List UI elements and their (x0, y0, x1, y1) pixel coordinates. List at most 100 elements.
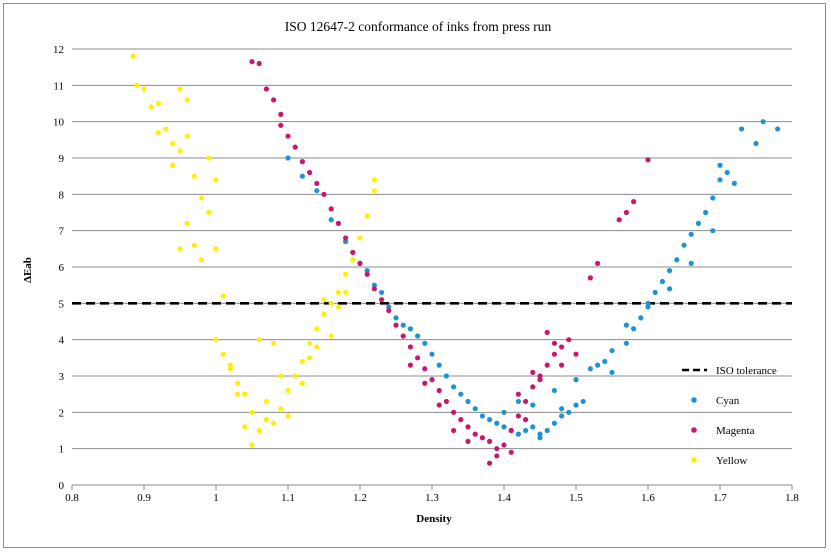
data-point-magenta (292, 144, 298, 150)
data-point-magenta (314, 180, 320, 187)
data-point-yellow (328, 300, 334, 306)
legend-label-iso-tolerance: ISO tolerance (716, 365, 777, 377)
data-point-magenta (335, 220, 341, 226)
y-tick-label: 4 (59, 335, 65, 347)
data-point-cyan (559, 406, 565, 412)
y-tick-label: 7 (59, 226, 65, 238)
data-point-yellow (350, 257, 356, 263)
data-point-cyan (667, 268, 673, 274)
data-point-magenta (364, 271, 370, 277)
data-point-cyan (717, 162, 723, 168)
data-point-cyan (710, 195, 716, 201)
data-point-cyan (443, 373, 449, 379)
data-point-cyan (343, 238, 349, 245)
y-tick-label: 6 (59, 262, 65, 274)
y-tick-label: 8 (59, 189, 65, 201)
data-point-magenta (494, 453, 500, 459)
data-point-cyan (573, 377, 579, 383)
data-point-cyan (400, 322, 406, 328)
data-point-yellow (307, 340, 313, 346)
data-point-magenta (587, 275, 594, 281)
data-point-yellow (263, 398, 269, 405)
data-point-cyan (602, 358, 608, 365)
legend-swatch-yellow (691, 457, 697, 463)
data-point-magenta (422, 380, 428, 386)
series-yellow (130, 53, 377, 448)
data-point-cyan (631, 326, 637, 332)
x-axis-label: Density (416, 513, 452, 525)
data-point-magenta (436, 402, 442, 408)
x-tick-label: 0.8 (65, 492, 79, 504)
data-point-cyan (623, 322, 630, 328)
data-point-magenta (551, 340, 558, 346)
data-point-yellow (321, 311, 327, 317)
data-point-cyan (551, 387, 558, 394)
chart-frame (3, 3, 826, 548)
data-point-cyan (364, 268, 370, 274)
data-point-yellow (184, 133, 190, 139)
data-point-magenta (523, 398, 529, 405)
data-point-magenta (415, 355, 421, 361)
data-point-yellow (177, 246, 183, 252)
data-point-yellow (177, 86, 183, 92)
data-point-magenta (249, 59, 255, 65)
x-tick-label: 1.2 (353, 492, 367, 504)
y-tick-label: 2 (59, 407, 65, 419)
data-point-cyan (479, 413, 485, 419)
data-point-yellow (191, 173, 197, 179)
data-point-yellow (364, 213, 370, 219)
data-point-yellow (307, 355, 313, 361)
data-point-magenta (487, 438, 493, 444)
data-point-yellow (242, 424, 248, 430)
data-point-magenta (494, 446, 500, 452)
data-point-cyan (429, 351, 435, 357)
data-point-yellow (235, 391, 241, 397)
y-tick-label: 3 (59, 371, 65, 383)
data-point-cyan (724, 169, 730, 176)
data-point-yellow (343, 271, 349, 277)
data-point-cyan (710, 228, 716, 234)
data-point-magenta (515, 391, 522, 397)
y-tick-label: 5 (59, 298, 65, 310)
series-cyan (285, 119, 781, 441)
data-point-yellow (199, 195, 205, 201)
data-point-magenta (321, 191, 327, 197)
data-point-yellow (206, 209, 212, 216)
legend-label-cyan: Cyan (716, 395, 740, 407)
data-point-magenta (422, 366, 428, 372)
data-point-yellow (134, 82, 140, 88)
data-point-yellow (256, 427, 262, 434)
data-point-magenta (256, 60, 262, 67)
data-point-cyan (760, 119, 766, 125)
data-point-yellow (191, 242, 197, 248)
data-point-magenta (544, 362, 550, 368)
data-point-magenta (379, 297, 385, 303)
data-point-magenta (501, 442, 507, 448)
data-point-cyan (674, 257, 680, 263)
data-point-yellow (299, 380, 305, 386)
data-point-magenta (451, 427, 457, 434)
data-point-cyan (501, 409, 507, 415)
x-tick-labels: 0.8 0.9 1 1.1 1.2 1.3 1.4 1.5 1.6 1.7 1.8 (65, 485, 799, 504)
data-point-yellow (242, 391, 248, 397)
data-point-yellow (170, 162, 176, 168)
data-point-magenta (350, 249, 356, 256)
data-point-magenta (487, 460, 493, 466)
data-point-cyan (371, 282, 377, 288)
data-point-yellow (278, 373, 284, 379)
y-tick-label: 0 (59, 480, 65, 492)
x-tick-label: 1.1 (281, 492, 295, 504)
data-point-yellow (213, 246, 219, 252)
grid-lines (72, 48, 792, 450)
data-point-yellow (227, 366, 233, 372)
data-point-yellow (155, 129, 161, 136)
data-point-cyan (695, 220, 702, 226)
data-point-cyan (731, 180, 738, 187)
data-point-cyan (515, 398, 522, 405)
legend-label-yellow: Yellow (716, 455, 747, 467)
data-point-cyan (515, 431, 522, 437)
data-point-yellow (249, 442, 255, 448)
data-point-magenta (436, 387, 442, 394)
x-tick-label: 0.9 (137, 492, 151, 504)
legend-label-magenta: Magenta (716, 425, 755, 437)
